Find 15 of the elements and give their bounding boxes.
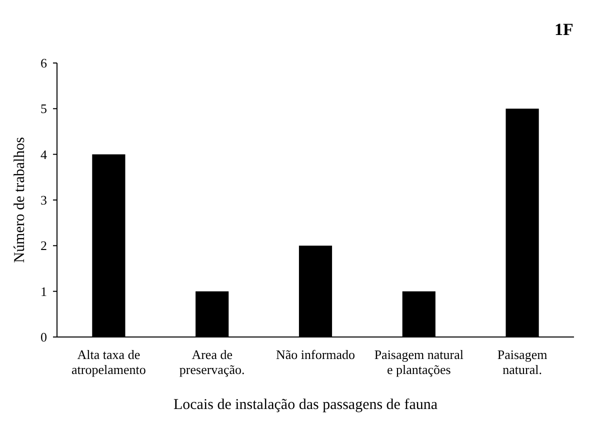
x-tick-label: Não informado <box>276 347 356 362</box>
x-tick-label: Alta taxa de atropelamento <box>72 347 146 377</box>
y-tick-label: 2 <box>40 238 47 254</box>
x-tick-label: Paisagem natural. <box>497 347 548 377</box>
x-axis-title: Locais de instalação das passagens de fauna <box>173 397 438 413</box>
y-tick-label: 6 <box>40 56 48 71</box>
y-tick-label: 0 <box>40 330 47 345</box>
y-tick-label: 3 <box>40 192 47 208</box>
y-tick-label: 1 <box>40 284 47 299</box>
x-tick-label: Area de preservação. <box>179 347 245 377</box>
y-axis-title: Número de trabalhos <box>12 136 28 263</box>
x-tick-label: Paisagem natural e plantações <box>374 347 464 377</box>
y-tick-label: 5 <box>40 101 47 116</box>
y-tick-label: 4 <box>40 146 48 162</box>
chart-title: 1F <box>554 20 574 39</box>
